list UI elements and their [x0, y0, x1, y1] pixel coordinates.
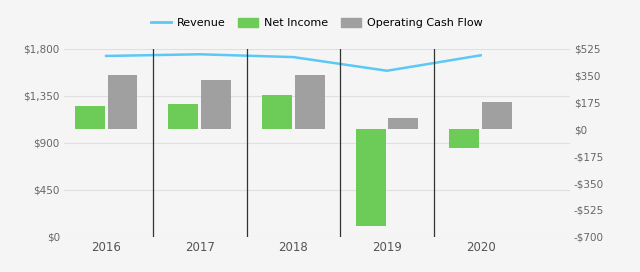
- Bar: [262, 95, 292, 129]
- Bar: [108, 75, 138, 129]
- Bar: [201, 80, 231, 129]
- Legend: Revenue, Net Income, Operating Cash Flow: Revenue, Net Income, Operating Cash Flow: [147, 13, 487, 33]
- Bar: [75, 106, 105, 129]
- Bar: [295, 75, 324, 129]
- Bar: [356, 129, 386, 226]
- Bar: [482, 102, 512, 129]
- Bar: [168, 104, 198, 129]
- Bar: [388, 118, 419, 129]
- Bar: [449, 129, 479, 148]
